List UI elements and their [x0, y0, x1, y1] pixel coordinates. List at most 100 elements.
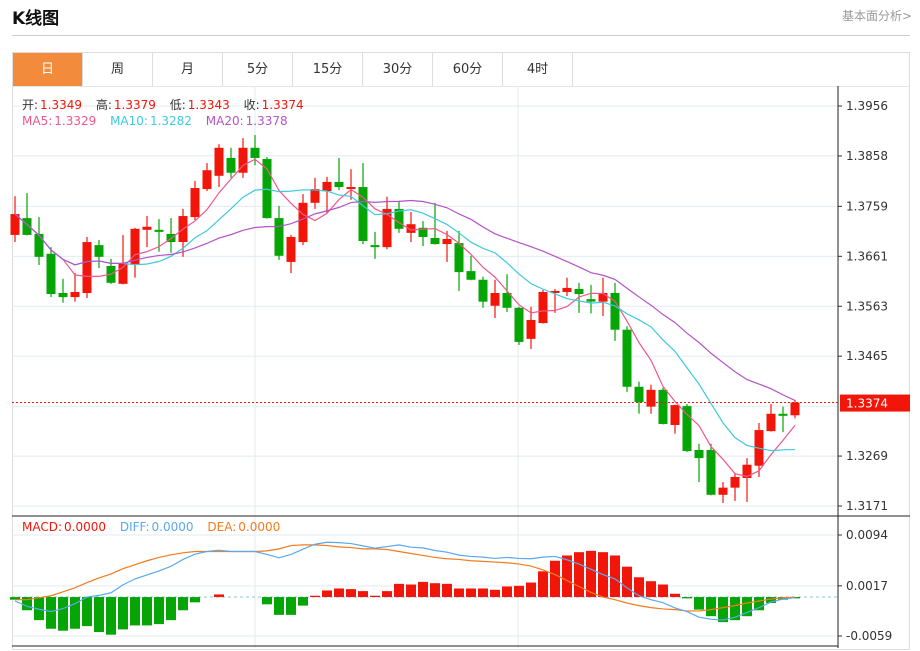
candle-up: [550, 290, 560, 294]
tab-week[interactable]: 周: [83, 53, 153, 87]
tab-15min[interactable]: 15分: [293, 53, 363, 87]
tab-month[interactable]: 月: [153, 53, 223, 87]
candle-up: [82, 242, 92, 294]
candle-down: [262, 158, 272, 219]
candle-down: [226, 157, 236, 173]
macd-bar: [154, 597, 164, 625]
macd-bar: [70, 597, 80, 629]
price-tick-label: 1.3563: [846, 299, 888, 313]
macd-bar: [130, 597, 140, 626]
candle-up: [730, 476, 740, 488]
macd-bar: [706, 597, 716, 617]
macd-bar: [442, 583, 452, 598]
candle-down: [514, 307, 524, 342]
macd-bar: [22, 597, 32, 611]
ma20-label: MA20:: [205, 114, 244, 128]
open-label: 开:: [22, 98, 39, 112]
macd-bar: [178, 597, 188, 611]
macd-bar: [538, 571, 548, 598]
macd-label: MACD:: [22, 520, 63, 534]
macd-bar: [646, 581, 656, 598]
price-tick-label: 1.3269: [846, 449, 888, 463]
macd-bar: [550, 560, 560, 598]
macd-tick-label: -0.0059: [846, 629, 892, 643]
macd-bar: [310, 595, 320, 598]
macd-bar: [742, 597, 752, 617]
candle-down: [370, 245, 380, 248]
macd-bar: [526, 582, 536, 598]
candle-down: [418, 227, 428, 237]
current-price-label: 1.3374: [846, 397, 888, 411]
candle-up: [406, 224, 416, 233]
macd-bar: [358, 591, 368, 598]
diff-value: 0.0000: [151, 520, 194, 534]
candle-down: [778, 413, 788, 416]
candle-up: [322, 181, 332, 192]
macd-bar: [514, 585, 524, 598]
tab-60min[interactable]: 60分: [433, 53, 503, 87]
price-tick-label: 1.3465: [846, 349, 888, 363]
candle-up: [298, 202, 308, 243]
macd-bar: [562, 555, 572, 598]
ma10-value: 1.3282: [149, 114, 192, 128]
candle-up: [490, 293, 500, 306]
macd-bar: [190, 597, 200, 603]
macd-bar: [262, 597, 272, 605]
candle-down: [454, 243, 464, 273]
macd-bar: [34, 597, 44, 621]
dea-label: DEA:: [207, 520, 237, 534]
candle-up: [538, 291, 548, 324]
candle-up: [190, 188, 200, 218]
fundamental-analysis-link[interactable]: 基本面分析>: [841, 9, 912, 23]
candle-down: [586, 299, 596, 302]
macd-bar: [370, 595, 380, 598]
candle-down: [466, 271, 476, 280]
candle-down: [34, 233, 44, 257]
ma20-line: [14, 199, 796, 402]
dea-line: [15, 544, 796, 612]
candle-down: [574, 288, 584, 295]
macd-bar: [574, 552, 584, 598]
candle-up: [598, 293, 608, 302]
candle-up: [526, 320, 536, 339]
macd-bar: [754, 597, 764, 611]
ma10-line: [14, 188, 796, 452]
macd-bar: [166, 597, 176, 621]
macd-bar: [586, 550, 596, 598]
macd-bar: [346, 589, 356, 598]
close-label: 收:: [243, 98, 260, 112]
ma20-value: 1.3378: [245, 114, 288, 128]
tab-day[interactable]: 日: [13, 53, 83, 87]
candle-up: [346, 187, 356, 190]
candle-down: [274, 218, 284, 256]
macd-bar: [490, 589, 500, 598]
price-tick-label: 1.3171: [846, 499, 888, 513]
tab-4h[interactable]: 4时: [503, 53, 573, 87]
candle-up: [742, 464, 752, 478]
candle-up: [766, 413, 776, 432]
macd-bar: [334, 588, 344, 598]
high-label: 高:: [95, 98, 112, 112]
candle-up: [142, 226, 152, 230]
high-value: 1.3379: [113, 98, 156, 112]
macd-bar: [274, 597, 284, 615]
macd-bar: [454, 588, 464, 598]
price-tick-label: 1.3956: [846, 99, 888, 113]
macd-bar: [406, 584, 416, 598]
candle-up: [382, 208, 392, 248]
macd-bar: [46, 597, 56, 629]
candle-up: [238, 147, 248, 173]
tab-5min[interactable]: 5分: [223, 53, 293, 87]
candle-down: [58, 293, 68, 298]
candle-down: [394, 208, 404, 229]
tab-30min[interactable]: 30分: [363, 53, 433, 87]
candle-down: [22, 218, 32, 235]
macd-bar: [58, 597, 68, 631]
macd-bar: [778, 597, 788, 600]
macd-legend: MACD: 0.0000 DIFF: 0.0000 DEA: 0.0000: [22, 520, 282, 534]
macd-bar: [730, 597, 740, 621]
macd-bar: [658, 584, 668, 598]
candle-down: [658, 389, 668, 424]
ma5-value: 1.3329: [54, 114, 97, 128]
